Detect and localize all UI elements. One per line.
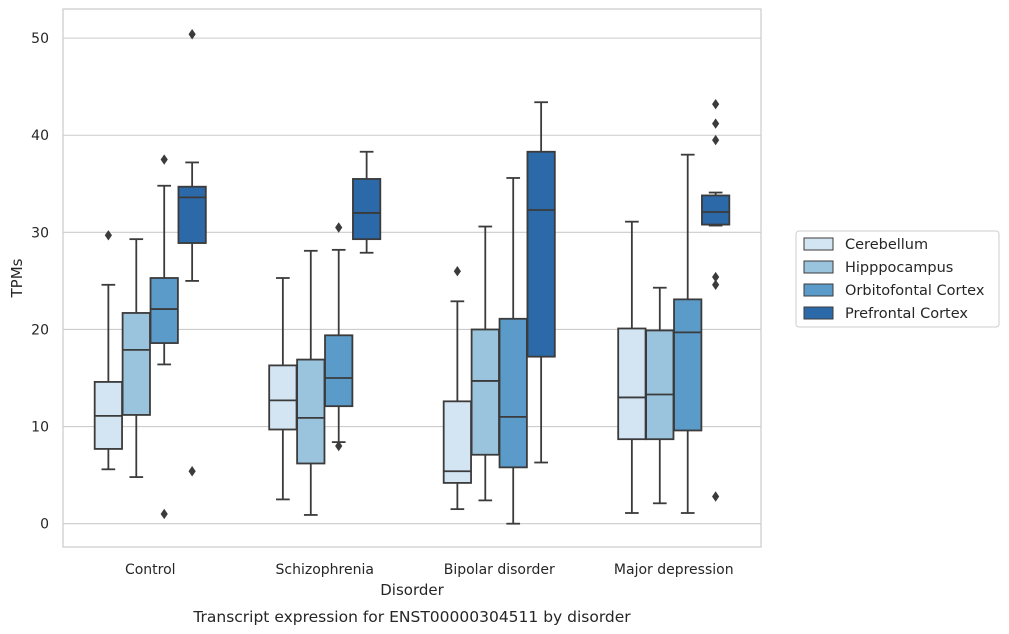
legend-frame [795,230,1000,328]
outlier-point [188,466,196,477]
outlier-point [712,491,720,502]
outlier-point [104,230,112,241]
outlier-point [712,134,720,146]
y-tick-label: 30 [31,225,49,241]
iqr-box [526,150,556,358]
y-tick-label: 10 [31,420,49,436]
y-tick-labels: 0 10 20 30 40 50 [31,31,49,533]
x-axis-label: Disorder [380,581,444,599]
box-2-2 [498,177,528,525]
legend-swatch [803,260,834,274]
box-1-3 [352,150,382,254]
box-1-1 [296,249,326,516]
legend-swatch [803,283,834,297]
x-tick-label: Major depression [614,562,734,578]
legend-label: Cerebellum [845,237,928,253]
box-1-0 [268,277,298,501]
box-2-1 [470,225,500,502]
plot-background [63,9,761,547]
legend-swatch [803,237,834,251]
box-0-2 [149,154,179,520]
iqr-box [149,277,179,344]
chart-caption: Transcript expression for ENST0000030451… [192,608,631,626]
y-axis-label: TPMs [8,258,26,298]
box-3-1 [645,286,675,505]
x-tick-labels: Control Schizophrenia Bipolar disorder Majo… [125,562,734,578]
iqr-box [498,317,528,469]
outlier-point [335,222,343,233]
legend-label: Prefrontal Cortex [845,306,968,322]
legend-label: Hipppocampus [845,260,953,276]
outlier-point [453,266,461,277]
iqr-box [617,327,647,441]
iqr-box [701,194,731,226]
iqr-box [645,329,675,441]
box-2-3 [526,101,556,464]
outlier-point [712,98,720,110]
y-tick-label: 0 [40,517,49,533]
box-groups [93,29,731,525]
legend: Cerebellum Hipppocampus Orbitofontal Corte… [795,230,1000,328]
outlier-point [160,508,168,520]
iqr-box [296,358,326,465]
iqr-box [177,185,207,244]
legend-label: Orbitofontal Cortex [845,283,985,299]
outlier-point [160,154,168,165]
box-3-3 [701,98,731,502]
x-tick-label: Schizophrenia [276,562,374,578]
outlier-point [335,440,343,452]
box-3-0 [617,220,647,514]
outlier-point [712,271,720,283]
box-3-2 [673,153,703,514]
iqr-box [268,364,298,431]
plot-frame [62,8,762,548]
y-tick-label: 20 [31,322,49,338]
iqr-box [352,178,382,241]
outlier-point [712,118,720,129]
x-tick-label: Control [125,562,176,578]
iqr-box [673,298,703,432]
y-tick-label: 50 [31,31,49,47]
iqr-box [470,328,500,456]
box-0-1 [121,238,151,478]
y-tick-label: 40 [31,128,49,144]
iqr-box [324,334,354,408]
outlier-point [712,279,720,290]
x-tick-label: Bipolar disorder [444,562,555,578]
outlier-point [188,29,196,40]
iqr-box [442,400,472,484]
box-2-0 [442,266,472,511]
box-1-2 [324,222,354,452]
iqr-box [121,312,151,416]
legend-swatch [803,306,834,320]
box-0-3 [177,29,207,477]
